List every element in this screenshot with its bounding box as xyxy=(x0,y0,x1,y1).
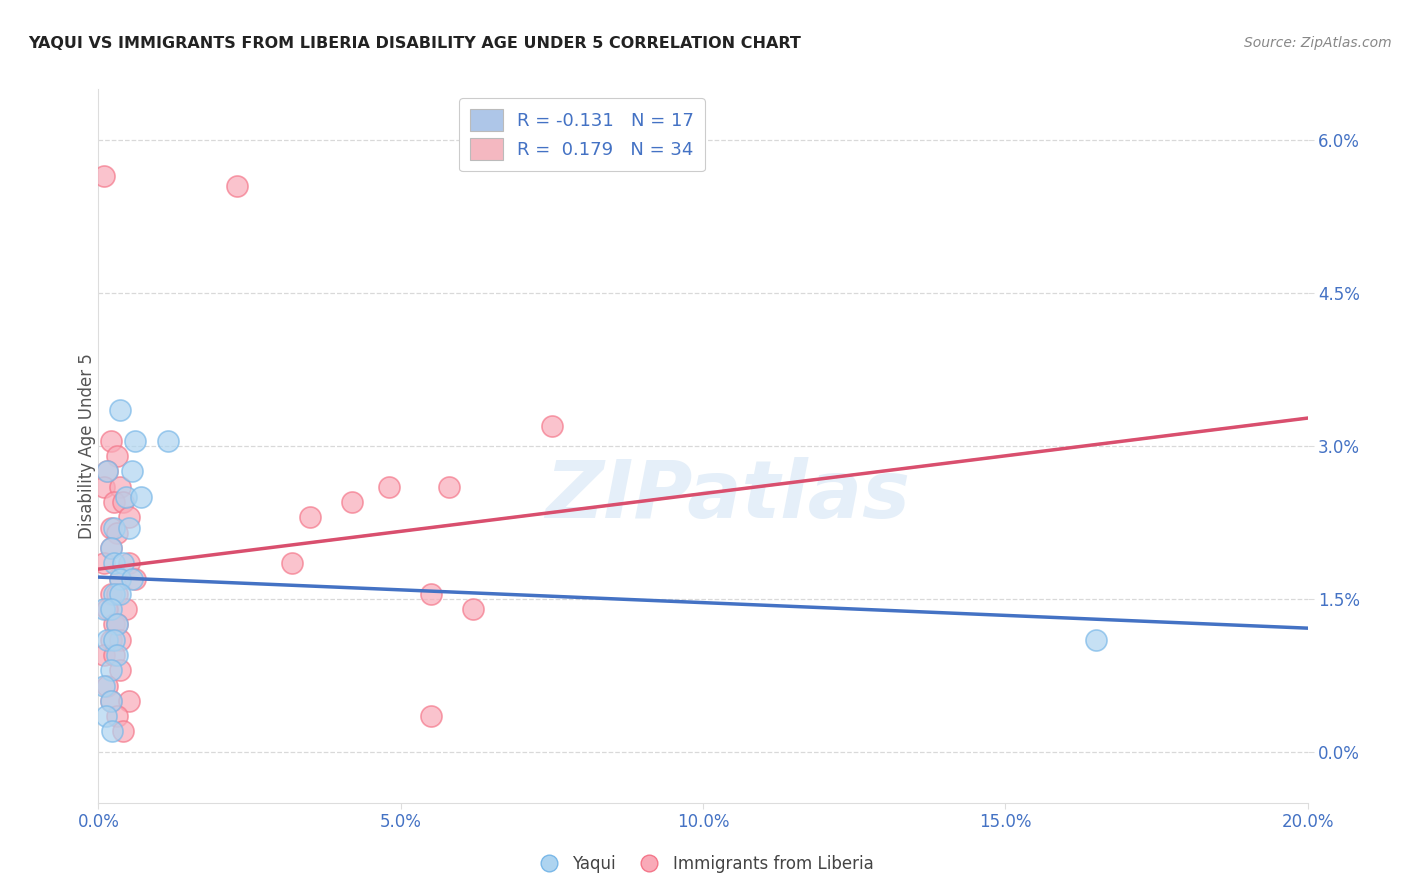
Point xyxy=(114,602,136,616)
Point xyxy=(93,556,115,570)
Text: ZIPatlas: ZIPatlas xyxy=(544,457,910,535)
Point xyxy=(118,694,141,708)
Point xyxy=(93,679,115,693)
Point xyxy=(118,510,141,524)
Point xyxy=(100,434,122,448)
Legend: R = -0.131   N = 17, R =  0.179   N = 34: R = -0.131 N = 17, R = 0.179 N = 34 xyxy=(460,98,704,171)
Point xyxy=(103,632,125,647)
Point xyxy=(118,520,141,534)
Point xyxy=(93,480,115,494)
Point xyxy=(118,556,141,570)
Point xyxy=(93,648,115,662)
Point xyxy=(114,490,136,504)
Point xyxy=(129,490,152,504)
Point xyxy=(103,520,125,534)
Point xyxy=(93,602,115,616)
Point xyxy=(105,648,128,662)
Point xyxy=(299,510,322,524)
Point xyxy=(111,495,134,509)
Point xyxy=(124,434,146,448)
Point xyxy=(463,602,485,616)
Legend: Yaqui, Immigrants from Liberia: Yaqui, Immigrants from Liberia xyxy=(526,848,880,880)
Point xyxy=(420,587,443,601)
Point xyxy=(100,541,122,555)
Point xyxy=(541,418,564,433)
Point xyxy=(105,449,128,463)
Point xyxy=(377,480,399,494)
Point xyxy=(100,520,122,534)
Point xyxy=(105,525,128,540)
Point xyxy=(342,495,364,509)
Point xyxy=(96,632,118,647)
Point xyxy=(124,572,146,586)
Point xyxy=(96,465,118,479)
Point xyxy=(108,587,131,601)
Point xyxy=(156,434,179,448)
Point xyxy=(96,602,118,616)
Point xyxy=(100,541,122,555)
Point xyxy=(100,587,122,601)
Point xyxy=(108,480,131,494)
Point xyxy=(100,694,122,708)
Point xyxy=(100,602,122,616)
Point xyxy=(103,495,125,509)
Point xyxy=(437,480,460,494)
Point xyxy=(103,617,125,632)
Point xyxy=(121,465,143,479)
Point xyxy=(100,694,122,708)
Point xyxy=(103,556,125,570)
Point xyxy=(108,663,131,677)
Point xyxy=(103,587,125,601)
Point xyxy=(108,572,131,586)
Point xyxy=(105,587,128,601)
Point xyxy=(103,648,125,662)
Point xyxy=(100,663,122,677)
Point xyxy=(105,709,128,723)
Point xyxy=(93,169,115,183)
Point xyxy=(281,556,304,570)
Y-axis label: Disability Age Under 5: Disability Age Under 5 xyxy=(79,353,96,539)
Point xyxy=(1085,632,1108,647)
Point xyxy=(226,179,249,194)
Point xyxy=(96,465,118,479)
Point xyxy=(108,632,131,647)
Point xyxy=(105,617,128,632)
Text: Source: ZipAtlas.com: Source: ZipAtlas.com xyxy=(1244,36,1392,50)
Point xyxy=(100,724,122,739)
Point xyxy=(96,679,118,693)
Point xyxy=(108,572,131,586)
Text: YAQUI VS IMMIGRANTS FROM LIBERIA DISABILITY AGE UNDER 5 CORRELATION CHART: YAQUI VS IMMIGRANTS FROM LIBERIA DISABIL… xyxy=(28,36,801,51)
Point xyxy=(121,572,143,586)
Point xyxy=(105,617,128,632)
Point xyxy=(100,632,122,647)
Point xyxy=(111,556,134,570)
Point xyxy=(94,709,117,723)
Point xyxy=(108,403,131,417)
Point xyxy=(420,709,443,723)
Point xyxy=(111,724,134,739)
